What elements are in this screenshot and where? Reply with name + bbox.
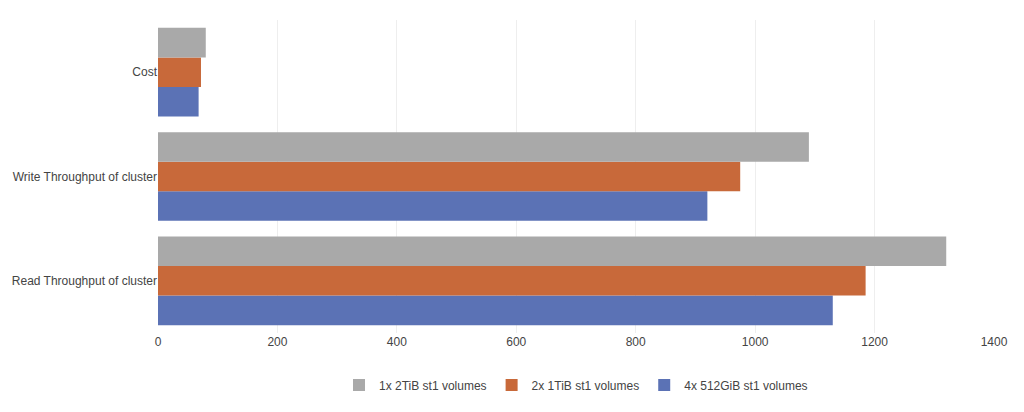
svg-text:600: 600 <box>506 335 526 349</box>
svg-text:1200: 1200 <box>861 335 888 349</box>
svg-text:1000: 1000 <box>742 335 769 349</box>
svg-text:800: 800 <box>626 335 646 349</box>
svg-text:Write Throughput of cluster: Write Throughput of cluster <box>13 170 157 184</box>
svg-text:1x 2TiB st1 volumes: 1x 2TiB st1 volumes <box>379 379 487 393</box>
svg-text:0: 0 <box>155 335 162 349</box>
svg-text:Read Throughput of cluster: Read Throughput of cluster <box>12 274 157 288</box>
svg-text:Cost: Cost <box>132 65 157 79</box>
svg-text:200: 200 <box>267 335 287 349</box>
svg-text:1400: 1400 <box>981 335 1008 349</box>
svg-text:2x 1TiB st1 volumes: 2x 1TiB st1 volumes <box>532 379 640 393</box>
svg-text:4x 512GiB st1 volumes: 4x 512GiB st1 volumes <box>684 379 807 393</box>
svg-text:400: 400 <box>387 335 407 349</box>
